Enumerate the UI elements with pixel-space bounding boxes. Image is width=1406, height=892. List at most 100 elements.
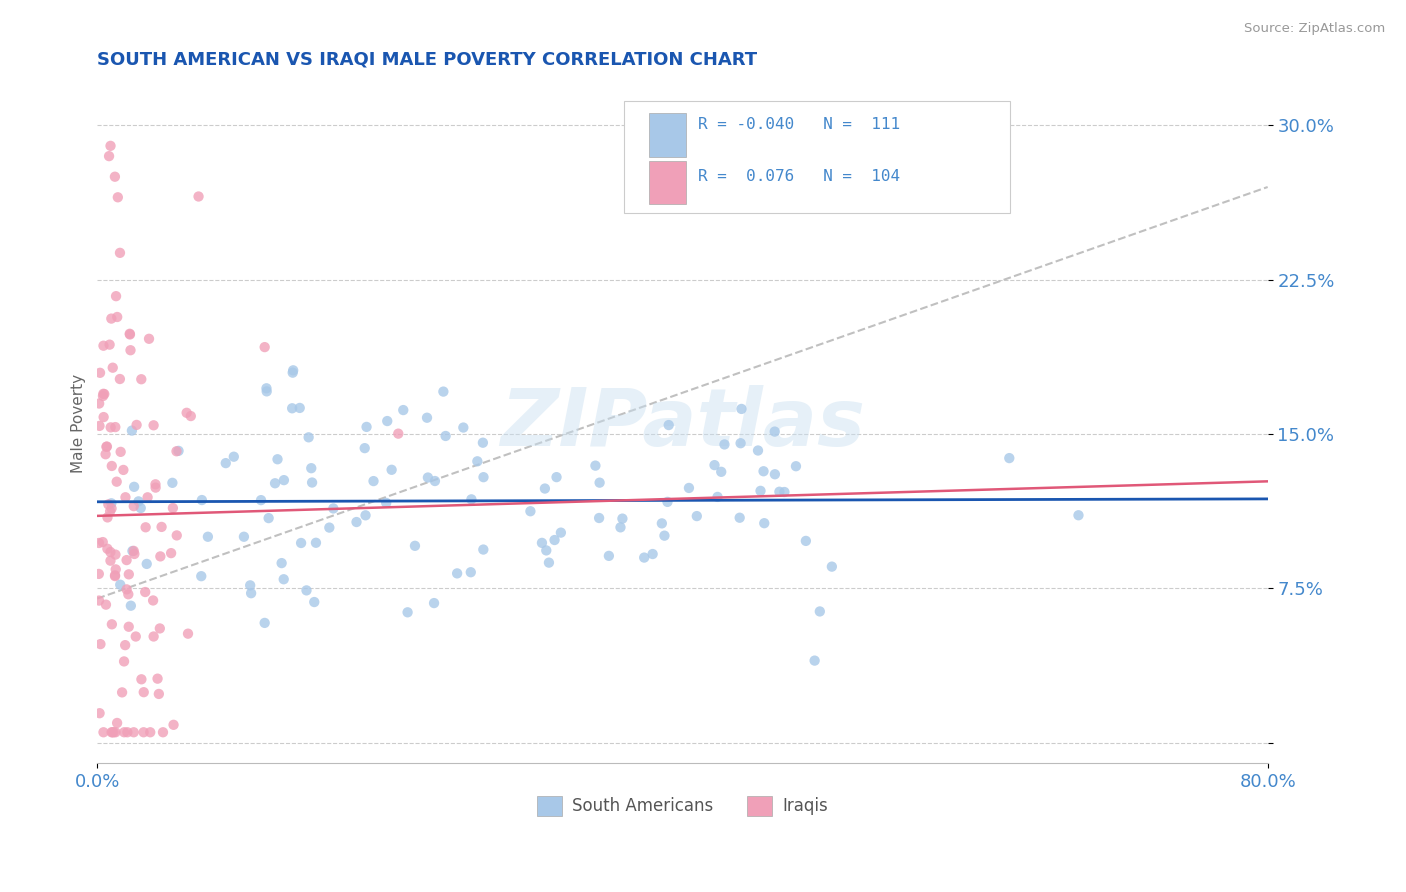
Point <box>747 443 769 458</box>
Point <box>162 475 184 490</box>
Point <box>392 403 415 417</box>
Point <box>166 444 188 458</box>
Point <box>100 496 122 510</box>
Point <box>686 509 709 524</box>
Point <box>821 559 844 574</box>
Point <box>110 578 132 592</box>
Point <box>356 420 378 434</box>
Point <box>180 409 202 423</box>
Point <box>96 510 118 524</box>
Point <box>115 553 138 567</box>
Point <box>703 458 725 472</box>
Point <box>1067 508 1090 523</box>
Point <box>754 516 776 531</box>
Point <box>100 554 122 568</box>
Point <box>108 245 131 260</box>
Point <box>773 485 796 500</box>
Point <box>299 461 322 475</box>
Point <box>519 504 541 518</box>
Point <box>94 598 117 612</box>
Point <box>104 169 127 184</box>
Point <box>375 414 398 428</box>
Point <box>129 372 152 386</box>
Point <box>105 715 128 730</box>
Point <box>749 483 772 498</box>
Point <box>794 533 817 548</box>
Point <box>120 599 142 613</box>
Point <box>107 190 129 204</box>
Point <box>105 289 128 303</box>
Point <box>104 420 127 434</box>
Point <box>530 536 553 550</box>
Point <box>117 725 139 739</box>
Point <box>93 339 115 353</box>
Point <box>131 673 153 687</box>
Point <box>472 542 495 557</box>
Point <box>250 493 273 508</box>
Point <box>135 557 157 571</box>
Point <box>353 441 375 455</box>
Point <box>149 549 172 564</box>
Point <box>96 440 118 454</box>
Point <box>768 484 790 499</box>
Point <box>583 458 606 473</box>
Point <box>239 578 262 592</box>
Point <box>678 481 700 495</box>
Point <box>132 685 155 699</box>
Point <box>89 637 111 651</box>
Point <box>534 482 557 496</box>
Point <box>93 410 115 425</box>
Text: R =  0.076   N =  104: R = 0.076 N = 104 <box>697 169 900 184</box>
Point <box>298 430 321 444</box>
Point <box>550 525 572 540</box>
Point <box>122 480 145 494</box>
Point <box>423 596 446 610</box>
Point <box>122 499 145 513</box>
Point <box>100 501 122 516</box>
Point <box>148 687 170 701</box>
Point <box>118 326 141 341</box>
Point <box>543 533 565 547</box>
Point <box>100 311 122 326</box>
Text: ZIPatlas: ZIPatlas <box>501 384 865 463</box>
Point <box>537 556 560 570</box>
Point <box>375 496 398 510</box>
FancyBboxPatch shape <box>648 161 686 204</box>
Point <box>301 475 323 490</box>
Point <box>176 406 198 420</box>
Point <box>363 474 385 488</box>
Point <box>145 481 167 495</box>
Point <box>146 672 169 686</box>
Point <box>190 569 212 583</box>
Point <box>121 544 143 558</box>
Point <box>197 530 219 544</box>
Point <box>100 545 122 559</box>
Point <box>654 529 676 543</box>
Point <box>120 343 142 358</box>
Point <box>124 547 146 561</box>
Point <box>460 566 482 580</box>
Legend: South Americans, Iraqis: South Americans, Iraqis <box>530 789 834 822</box>
Point <box>318 520 340 534</box>
Point <box>118 567 141 582</box>
Point <box>713 437 735 451</box>
Point <box>122 725 145 739</box>
Point <box>162 501 184 516</box>
Point <box>633 550 655 565</box>
Point <box>132 725 155 739</box>
Point <box>149 622 172 636</box>
Point <box>145 477 167 491</box>
Point <box>641 547 664 561</box>
Point <box>105 475 128 489</box>
Point <box>112 463 135 477</box>
Point <box>396 605 419 619</box>
Point <box>295 583 318 598</box>
Point <box>162 718 184 732</box>
Point <box>93 386 115 401</box>
Point <box>354 508 377 523</box>
Text: SOUTH AMERICAN VS IRAQI MALE POVERTY CORRELATION CHART: SOUTH AMERICAN VS IRAQI MALE POVERTY COR… <box>97 51 758 69</box>
Point <box>91 535 114 549</box>
Point <box>96 440 118 454</box>
Point <box>134 585 156 599</box>
Point <box>136 491 159 505</box>
